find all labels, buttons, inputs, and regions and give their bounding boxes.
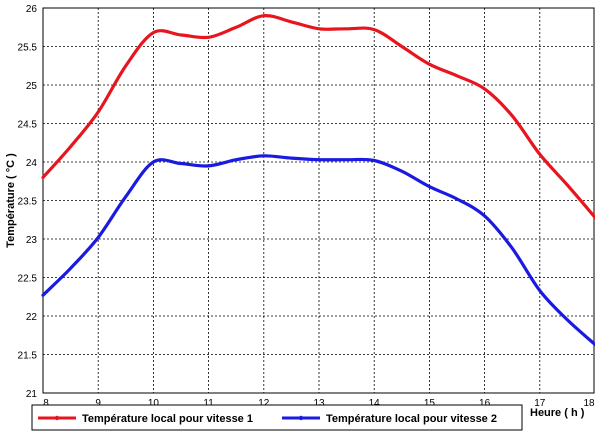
x-tick-label: 18 [583, 398, 595, 409]
legend-label-2: Température local pour vitesse 2 [326, 413, 497, 425]
y-tick-label: 26 [26, 4, 38, 15]
y-tick-label: 22 [26, 312, 38, 323]
ticks: 8 9 10 11 12 13 14 15 16 17 18 21 21.5 22 22.5 23 23.5 24… [18, 4, 595, 409]
legend-marker-2 [298, 415, 304, 421]
legend-marker-1 [54, 415, 60, 421]
y-tick-label: 25.5 [18, 43, 38, 54]
y-tick-label: 25 [26, 81, 38, 92]
x-tick-label: 8 [43, 398, 49, 409]
y-tick-label: 21 [26, 389, 38, 400]
x-tick-label: 11 [203, 398, 214, 409]
series-lines [41, 14, 595, 347]
y-tick-label: 21.5 [18, 351, 38, 362]
legend-box [31, 404, 523, 431]
x-tick-label: 15 [424, 398, 436, 409]
x-tick-label: 13 [313, 398, 325, 409]
y-tick-label: 23.5 [18, 197, 38, 208]
x-tick-label: 10 [148, 398, 160, 409]
y-tick-label: 23 [26, 235, 38, 246]
legend-label-1: Température local pour vitesse 1 [82, 413, 253, 425]
x-tick-label: 17 [534, 398, 546, 409]
y-axis-label: Température ( °C ) [5, 153, 17, 248]
x-tick-label: 16 [479, 398, 491, 409]
series-line-1 [41, 14, 595, 219]
x-tick-label: 14 [369, 398, 381, 409]
y-tick-label: 22.5 [18, 274, 38, 285]
x-tick-label: 9 [95, 398, 101, 409]
series-line-2 [41, 154, 595, 347]
x-axis-label: Heure ( h ) [530, 407, 585, 419]
y-tick-label: 24.5 [18, 120, 38, 131]
y-tick-label: 24 [26, 158, 38, 169]
x-tick-label: 12 [258, 398, 270, 409]
legend: Température local pour vitesse 1 Températ… [31, 404, 523, 431]
plot-frame [42, 7, 595, 394]
grid [43, 8, 594, 393]
